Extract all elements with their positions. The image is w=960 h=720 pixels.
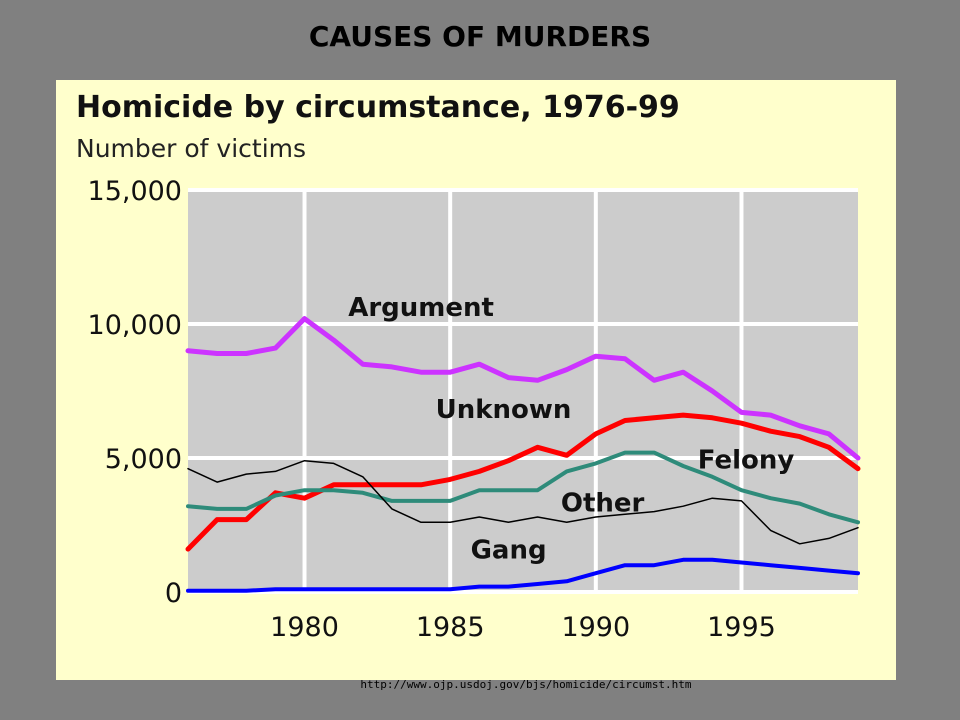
x-tick-label: 1990 — [561, 612, 630, 643]
x-tick-label: 1985 — [416, 612, 485, 643]
axis-ticks: 0 5,000 10,000 15,000 1980 1985 1990 1995 — [88, 176, 776, 643]
series-line-felony — [186, 450, 860, 525]
series-line-unknown — [185, 412, 861, 552]
series-lines — [185, 316, 861, 593]
line-chart: Argument Unknown Felony Other Gang 0 5,000 10,… — [88, 176, 861, 643]
chart-title: Homicide by circumstance, 1976-99 — [76, 90, 680, 125]
series-labels: Argument Unknown Felony Other Gang — [348, 293, 794, 566]
series-label-other: Other — [561, 489, 645, 519]
y-tick-label: 5,000 — [105, 444, 182, 475]
series-label-unknown: Unknown — [436, 395, 572, 425]
source-url: http://www.ojp.usdoj.gov/bjs/homicide/ci… — [360, 678, 692, 691]
series-label-gang: Gang — [471, 536, 547, 566]
x-tick-label: 1980 — [270, 612, 339, 643]
chart-panel: Argument Unknown Felony Other Gang 0 5,000 10,… — [56, 80, 896, 680]
x-tick-label: 1995 — [707, 612, 776, 643]
slide-title: CAUSES OF MURDERS — [308, 20, 652, 53]
series-label-argument: Argument — [348, 293, 494, 323]
y-tick-label: 0 — [165, 578, 182, 609]
y-tick-label: 10,000 — [88, 310, 182, 341]
plot-area — [188, 190, 858, 592]
series-label-felony: Felony — [698, 446, 795, 476]
series-line-argument — [185, 316, 861, 461]
chart-subtitle: Number of victims — [76, 134, 307, 163]
series-line-gang — [186, 557, 860, 593]
series-line-other — [187, 459, 859, 545]
y-tick-label: 15,000 — [88, 176, 182, 207]
